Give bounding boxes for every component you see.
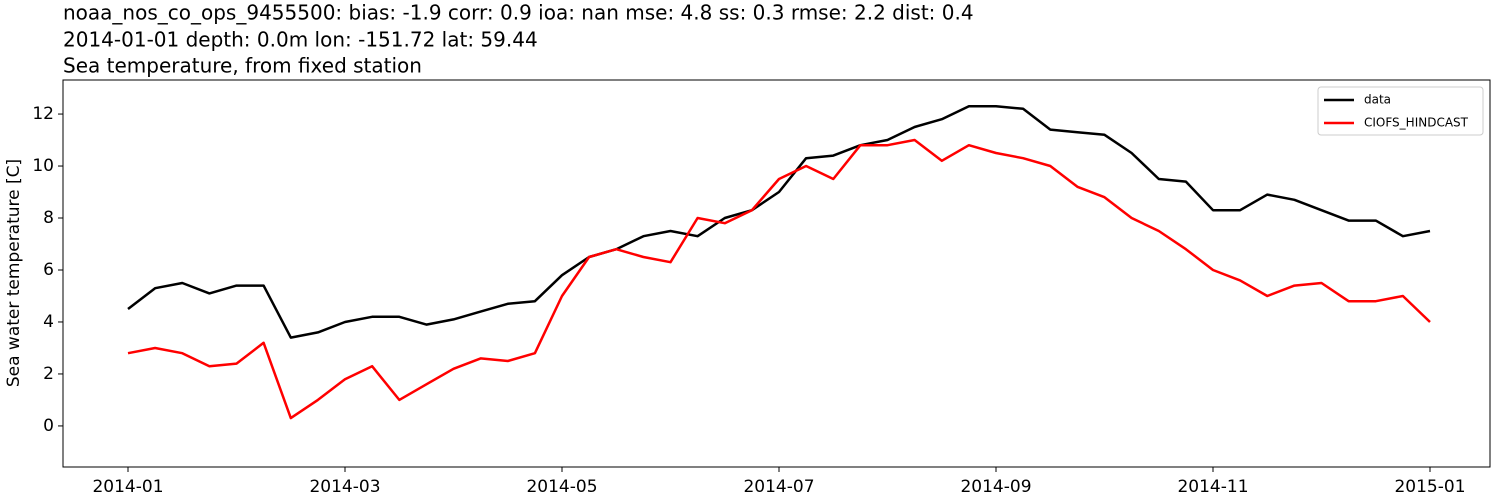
- legend-label: data: [1364, 93, 1391, 107]
- chart-title: noaa_nos_co_ops_9455500: bias: -1.9 corr…: [63, 1, 974, 25]
- y-tick-label: 0: [43, 416, 54, 436]
- series-line: [127, 138, 1431, 420]
- y-axis-label: Sea water temperature [C]: [4, 159, 24, 387]
- x-tick-label: 2015-01: [1394, 477, 1465, 497]
- series-line: [127, 105, 1431, 339]
- y-tick-label: 2: [43, 364, 54, 384]
- x-tick-label: 2014-07: [743, 477, 814, 497]
- chart-title: 2014-01-01 depth: 0.0m lon: -151.72 lat:…: [63, 28, 538, 52]
- legend-box: [1317, 86, 1484, 136]
- y-tick-label: 12: [32, 104, 54, 124]
- plot-frame: [62, 79, 1491, 468]
- y-tick-label: 4: [43, 312, 54, 332]
- y-tick-label: 6: [43, 260, 54, 280]
- y-tick-label: 8: [43, 208, 54, 228]
- x-tick-label: 2014-03: [309, 477, 380, 497]
- x-tick-label: 2014-11: [1177, 477, 1248, 497]
- y-tick-label: 10: [32, 156, 54, 176]
- x-tick-label: 2014-05: [526, 477, 597, 497]
- chart-title: Sea temperature, from fixed station: [63, 54, 422, 78]
- x-tick-label: 2014-09: [960, 477, 1031, 497]
- legend-label: CIOFS_HINDCAST: [1364, 116, 1469, 130]
- x-tick-label: 2014-01: [92, 477, 163, 497]
